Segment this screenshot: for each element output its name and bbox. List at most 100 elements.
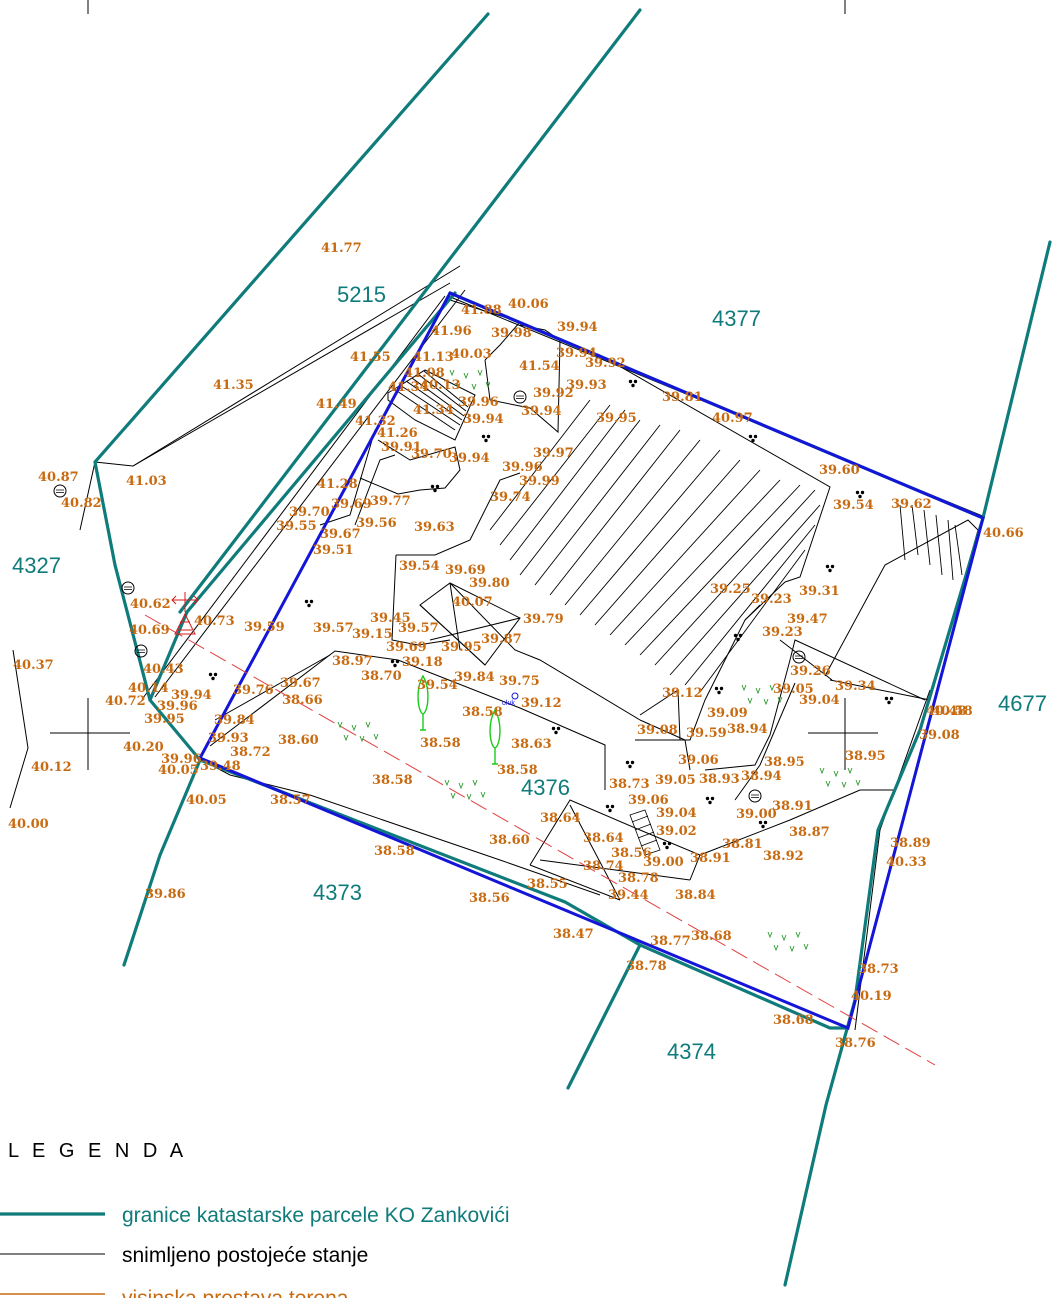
elevation-label: 38.58 (374, 844, 415, 859)
hatch (489, 399, 963, 693)
elevation-label: 38.95 (764, 755, 805, 770)
elevation-label: 39.69 (386, 640, 427, 655)
elevation-label: 38.58 (372, 773, 413, 788)
elevation-label: 39.47 (787, 612, 828, 627)
elevation-label: 38.68 (691, 929, 732, 944)
elevation-label: 41.49 (316, 397, 357, 412)
elevation-label: 39.94 (463, 412, 504, 427)
elevation-label: 39.70 (289, 505, 330, 520)
elevation-label: 41.34 (413, 403, 454, 418)
elevation-label: 40.72 (105, 694, 146, 709)
elevation-label: 41.88 (461, 303, 502, 318)
elevation-label: 39.23 (751, 592, 792, 607)
elevation-label: 38.72 (230, 745, 271, 760)
elevation-label: 39.86 (145, 887, 186, 902)
elevation-label: 41.13 (413, 350, 454, 365)
elevation-label: 38.60 (489, 833, 530, 848)
elevation-label: 39.05 (655, 773, 696, 788)
elevation-label: 38.55 (527, 877, 568, 892)
elevation-label: 41.28 (317, 477, 358, 492)
elevation-label: 40.69 (129, 623, 170, 638)
legend-title: L E G E N D A (8, 1140, 187, 1162)
elevation-label: 39.91 (381, 440, 422, 455)
elevation-label: 39.25 (710, 582, 751, 597)
elevation-label: 40.05 (158, 763, 199, 778)
elevation-label: 41.26 (377, 426, 418, 441)
elevation-label: 38.73 (609, 777, 650, 792)
elevation-label: 39.69 (445, 563, 486, 578)
elevation-label: 39.06 (628, 793, 669, 808)
elevation-label: 39.26 (790, 664, 831, 679)
legend: L E G E N D A granice katastarske parcel… (0, 1140, 510, 1298)
oluk-label: oluk (502, 700, 515, 707)
elevation-label: 41.08 (404, 366, 445, 381)
parcel-label: 4377 (712, 306, 761, 331)
elevation-label: 39.02 (656, 824, 697, 839)
elevation-label: 38.74 (583, 859, 624, 874)
elevation-label: 39.94 (449, 451, 490, 466)
elevation-label: 39.45 (370, 611, 411, 626)
elevation-label: 39.96 (157, 699, 198, 714)
parcel-label: 4373 (313, 880, 362, 905)
elevation-label: 39.54 (417, 678, 458, 693)
elevation-label: 38.56 (611, 846, 652, 861)
elevation-label: 40.05 (186, 793, 227, 808)
elevation-label: 39.23 (762, 625, 803, 640)
elevation-label: 39.80 (469, 576, 510, 591)
elevation-label: 39.44 (608, 888, 649, 903)
parcel-label: 4376 (521, 775, 570, 800)
elevation-label: 39.63 (414, 520, 455, 535)
legend-item-survey: snimljeno postojeće stanje (122, 1244, 368, 1267)
elevation-label: 39.79 (523, 612, 564, 627)
elevation-label: 39.62 (891, 497, 932, 512)
parcel-label: 4327 (12, 553, 61, 578)
elevation-label: 39.34 (835, 679, 876, 694)
elevation-label: 39.84 (214, 713, 255, 728)
elevation-label: 39.00 (643, 855, 684, 870)
elevation-label: 39.31 (799, 584, 840, 599)
parcel-label: 5215 (337, 282, 386, 307)
elevation-label: 38.60 (278, 733, 319, 748)
elevation-label: 38.81 (722, 837, 763, 852)
elevation-label: 41.32 (355, 414, 396, 429)
elevation-label: 41.35 (213, 378, 254, 393)
elevation-label: 38.93 (699, 772, 740, 787)
elevation-label: 39.18 (402, 655, 443, 670)
elevation-label: 38.63 (511, 737, 552, 752)
elevation-label: 39.96 (502, 460, 543, 475)
tree-icon (417, 674, 501, 765)
elevation-label: 40.14 (128, 681, 169, 696)
elevation-label: 39.87 (481, 632, 522, 647)
elevation-label: 41.55 (350, 350, 391, 365)
elevation-label: 39.74 (490, 490, 531, 505)
elevation-label: 41.34 (388, 380, 429, 395)
elevation-label: 38.58 (420, 736, 461, 751)
elevation-label: 38.57 (270, 793, 311, 808)
elevation-label: 39.76 (233, 683, 274, 698)
elevation-label: 38.64 (540, 811, 581, 826)
elevation-label: 38.78 (626, 959, 667, 974)
elevation-label: 38.76 (835, 1036, 876, 1051)
elevation-label: 38.68 (773, 1013, 814, 1028)
elevation-label: 40.07 (452, 595, 493, 610)
elevation-label: 39.97 (533, 446, 574, 461)
elevation-label: 38.84 (675, 888, 716, 903)
elevation-label: 39.96 (161, 752, 202, 767)
elevation-label: 40.20 (123, 740, 164, 755)
elevation-label: 39.67 (280, 676, 321, 691)
elevation-label: 38.95 (845, 749, 886, 764)
dashed-line (144, 614, 936, 1066)
elevation-label: 39.94 (521, 404, 562, 419)
elevation-label: 39.70 (411, 447, 452, 462)
elevation-label: 38.89 (890, 836, 931, 851)
elevation-label: 40.43 (143, 662, 184, 677)
elevation-label: 39.55 (276, 519, 317, 534)
elevation-label: 39.59 (244, 620, 285, 635)
cadastral-boundaries (93, 8, 1052, 1287)
elevation-label: 38.70 (361, 669, 402, 684)
elevation-label: 39.08 (637, 723, 678, 738)
elevation-label: 39.81 (662, 390, 703, 405)
elevation-label: 39.48 (200, 759, 241, 774)
elevation-label: 39.75 (499, 674, 540, 689)
symbols: oluk (53, 369, 894, 952)
